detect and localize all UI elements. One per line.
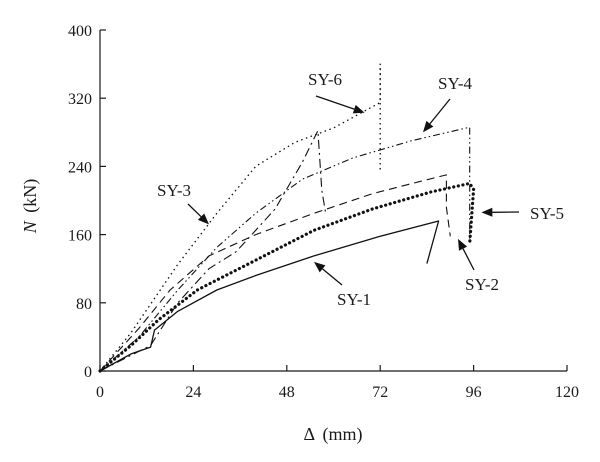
annotation-sy-5: SY-5 [481, 204, 564, 223]
annotation-sy-6: SY-6 [308, 70, 365, 114]
annotation-arrow-line [187, 203, 202, 218]
x-tick-label: 48 [279, 384, 295, 401]
y-tick-label: 160 [68, 228, 92, 245]
series-line-sy-4 [99, 126, 471, 372]
series-line-sy-5 [98, 181, 476, 373]
y-axis-unit: (kN) [20, 179, 41, 213]
annotation-arrow-line [315, 95, 355, 110]
annotation-layer: SY-1 SY-2 SY-3 SY-4 SY-5 SY-6 [157, 70, 564, 309]
annotation-arrowhead [481, 207, 493, 217]
annotation-arrowhead [423, 120, 434, 133]
annotation-arrow-line [429, 98, 451, 125]
y-tick-label: 80 [76, 296, 92, 313]
series-label-sy-4: SY-4 [438, 74, 473, 93]
x-axis-unit: (mm) [323, 424, 363, 445]
annotation-sy-2: SY-2 [458, 238, 499, 294]
series-line-sy-3 [99, 130, 327, 372]
series-line-sy-6 [99, 63, 381, 372]
x-tick-label: 120 [555, 384, 579, 401]
annotation-arrow-line [462, 248, 475, 271]
x-axis-symbol: Δ [303, 424, 314, 444]
series-line-sy-1 [99, 220, 440, 372]
y-tick-label: 240 [68, 159, 92, 176]
series-line-sy-2 [99, 174, 451, 372]
series-label-sy-6: SY-6 [308, 70, 342, 89]
annotation-sy-3: SY-3 [157, 181, 209, 225]
series-layer [98, 63, 476, 373]
y-tick-label: 320 [68, 91, 92, 108]
y-tick-label: 400 [68, 23, 92, 40]
x-tick-label: 24 [185, 384, 201, 401]
x-tick-label: 72 [372, 384, 388, 401]
series-label-sy-2: SY-2 [465, 275, 499, 294]
annotation-sy-1: SY-1 [314, 261, 371, 309]
series-label-sy-3: SY-3 [157, 181, 191, 200]
x-tick-label: 96 [466, 384, 482, 401]
y-axis: 0 80 160 240 320 400 [68, 23, 106, 381]
y-tick-label: 0 [84, 364, 92, 381]
annotation-sy-4: SY-4 [423, 74, 473, 133]
y-axis-symbol: N [20, 220, 40, 234]
annotation-arrowhead [197, 213, 209, 225]
annotation-arrowhead [314, 261, 326, 273]
series-label-sy-1: SY-1 [337, 290, 371, 309]
annotation-arrowhead [352, 104, 365, 114]
x-axis: 0 24 48 72 96 120 [96, 365, 579, 401]
annotation-arrowhead [458, 238, 468, 251]
x-tick-label: 0 [96, 384, 104, 401]
y-axis-label: N (kN) [20, 179, 41, 235]
x-axis-label: Δ (mm) [303, 424, 362, 445]
series-label-sy-5: SY-5 [530, 204, 564, 223]
annotation-arrow-line [322, 268, 343, 286]
